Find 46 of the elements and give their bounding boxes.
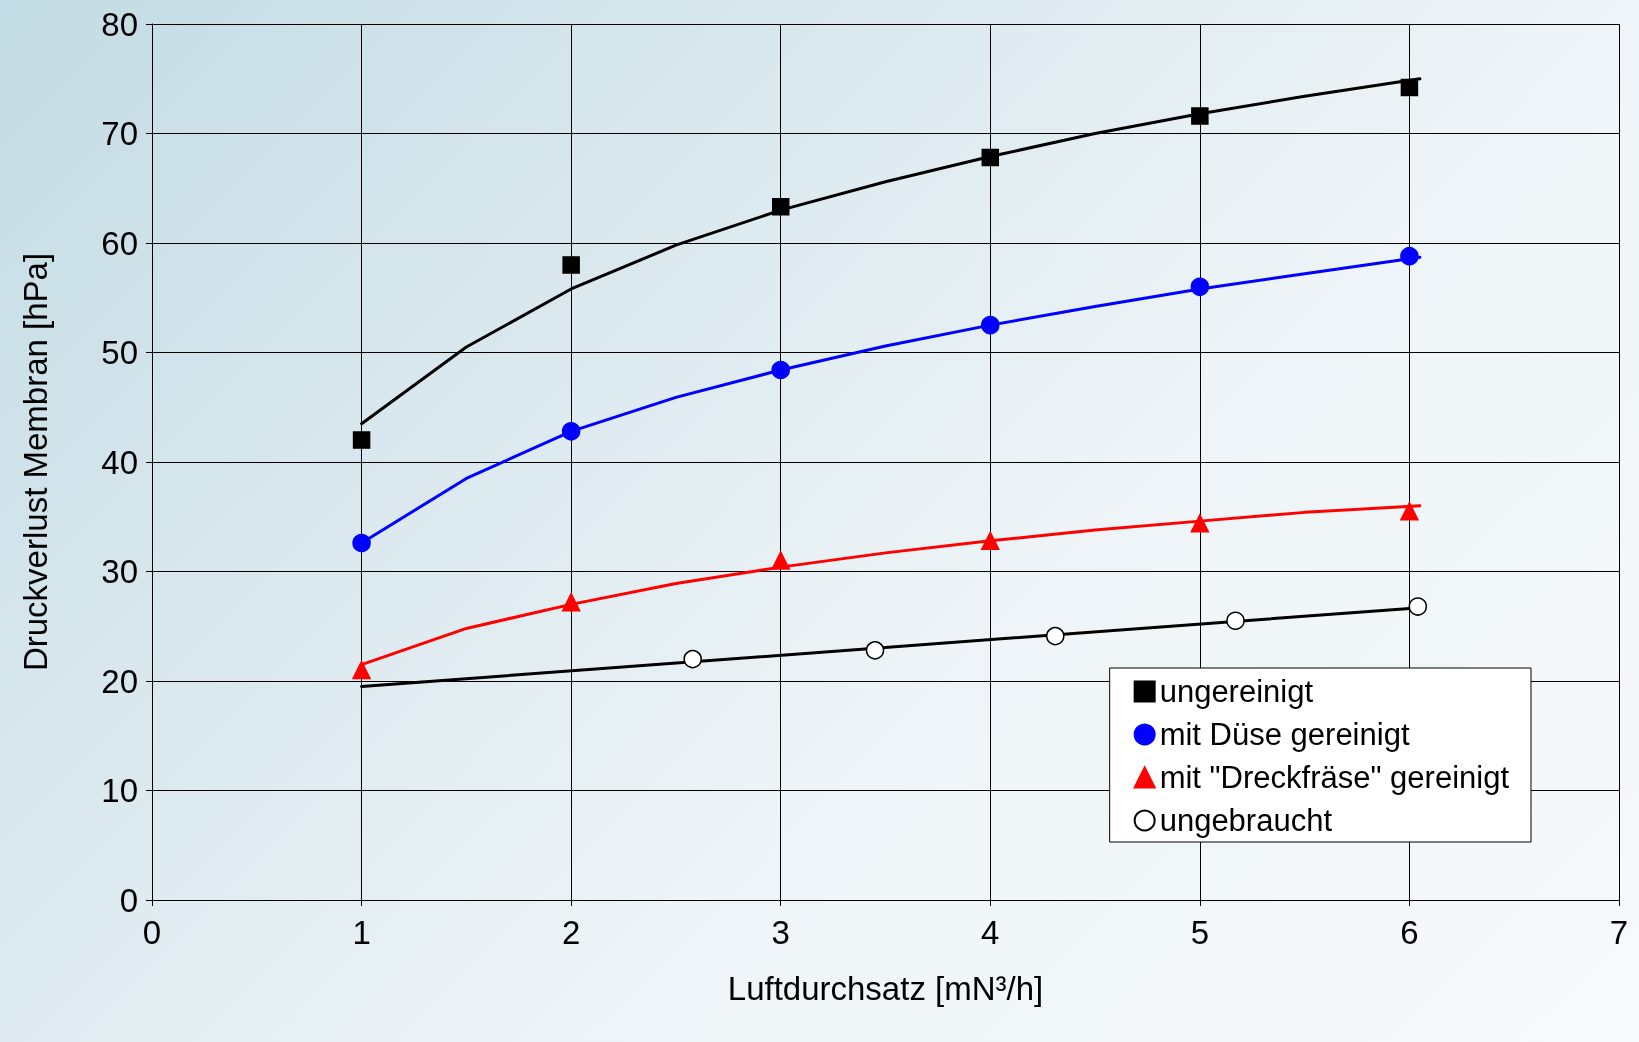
point [352, 533, 371, 553]
x-axis-title: Luftdurchsatz [mN³/h] [727, 970, 1044, 1007]
x-tick-label: 3 [771, 914, 790, 951]
x-tick-label: 6 [1400, 914, 1419, 951]
point [1400, 246, 1419, 266]
point [771, 551, 790, 570]
x-tick-label: 4 [981, 914, 1000, 951]
x-tick-label: 2 [561, 914, 581, 951]
point [981, 148, 1000, 167]
x-tick-label: 5 [1190, 914, 1210, 951]
legend-label: ungereinigt [1159, 674, 1314, 709]
point [352, 660, 371, 680]
x-tick-label: 7 [1609, 914, 1629, 951]
x-tick-label: 0 [142, 914, 162, 951]
point [1226, 611, 1245, 631]
legend-label: mit "Dreckfräse" gereinigt [1159, 760, 1510, 795]
point [981, 531, 1000, 551]
point [683, 649, 702, 669]
y-axis-title: Druckverlust Membran [hPa] [17, 252, 54, 672]
point [562, 256, 580, 274]
point [1191, 107, 1209, 125]
y-tick-label: 80 [101, 5, 138, 43]
y-tick-label: 70 [101, 115, 138, 152]
y-tick-label: 10 [101, 772, 138, 809]
y-tick-label: 40 [101, 443, 138, 481]
legend-label: ungebraucht [1159, 803, 1333, 838]
point [352, 431, 371, 449]
point [1400, 78, 1419, 97]
point [981, 315, 1000, 335]
y-tick-label: 0 [119, 881, 138, 919]
point [1190, 514, 1210, 533]
point [561, 422, 581, 441]
point [1046, 626, 1065, 646]
point [561, 592, 581, 612]
point [865, 641, 885, 660]
y-tick-label: 60 [101, 224, 138, 262]
point [771, 360, 790, 380]
legend-label: mit Düse gereinigt [1159, 717, 1410, 752]
point [1400, 502, 1419, 521]
y-tick-label: 50 [101, 334, 138, 371]
x-tick-label: 1 [352, 914, 371, 951]
y-tick-label: 20 [101, 662, 138, 700]
point [1190, 277, 1210, 297]
point [1408, 597, 1428, 616]
y-tick-label: 30 [101, 553, 138, 590]
point [771, 198, 790, 216]
